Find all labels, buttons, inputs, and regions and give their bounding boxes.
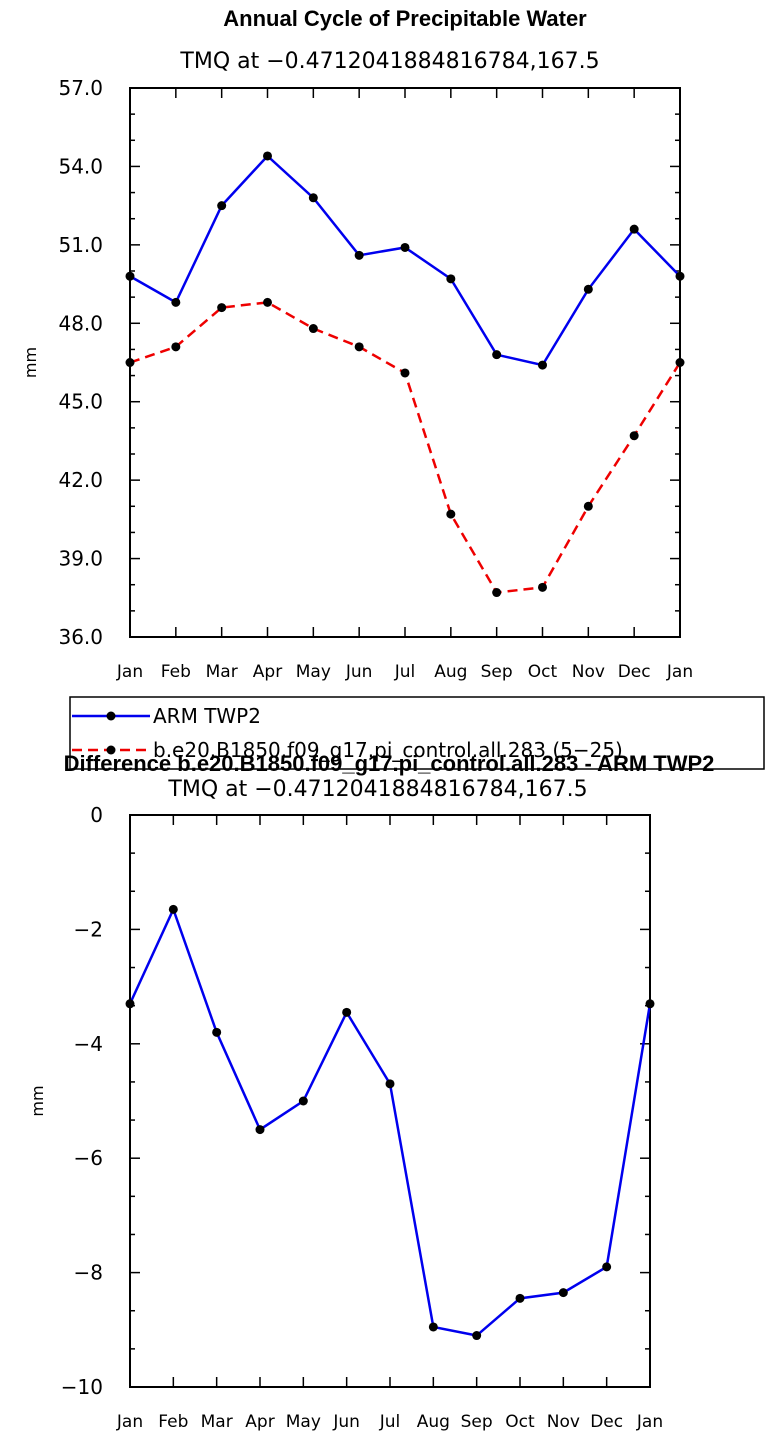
data-point xyxy=(342,1007,352,1017)
x-tick-label: Aug xyxy=(417,1412,450,1432)
x-tick-label: Apr xyxy=(245,1412,274,1432)
data-point xyxy=(446,274,456,284)
x-tick-label: Oct xyxy=(528,662,558,682)
x-tick-label: Apr xyxy=(253,662,282,682)
x-tick-label: Dec xyxy=(590,1412,623,1432)
x-tick-label: Sep xyxy=(461,1412,493,1432)
data-point xyxy=(400,242,410,252)
y-tick-label: 39.0 xyxy=(58,547,103,571)
y-tick-label: 51.0 xyxy=(58,233,103,257)
data-point xyxy=(125,271,135,281)
legend: ARM TWP2 b.e20.B1850.f09_g17.pi_control.a… xyxy=(69,696,765,770)
x-tick-label: Feb xyxy=(161,662,191,682)
data-point xyxy=(168,904,178,914)
data-point xyxy=(428,1322,438,1332)
y-tick-label: −4 xyxy=(74,1032,103,1056)
chart-2: Difference b.e20.B1850.f09_g17.pi_contro… xyxy=(28,751,714,1432)
data-point xyxy=(308,193,318,203)
chart-title: Difference b.e20.B1850.f09_g17.pi_contro… xyxy=(64,751,715,776)
data-point xyxy=(629,224,639,234)
series-line-1 xyxy=(128,906,652,1337)
data-point xyxy=(538,582,547,592)
y-tick-label: 36.0 xyxy=(58,625,103,649)
x-tick-label: Aug xyxy=(434,662,467,682)
data-point xyxy=(492,588,502,598)
data-point xyxy=(125,358,135,367)
series-line-2 xyxy=(129,301,682,594)
plot-frame xyxy=(129,87,681,638)
y-axis-label: mm xyxy=(21,347,40,378)
x-tick-label: Jan xyxy=(666,662,693,682)
data-point xyxy=(446,509,456,519)
x-tick-label: Jan xyxy=(116,1412,143,1432)
y-tick-label: 54.0 xyxy=(58,154,103,178)
legend-box xyxy=(69,696,765,770)
data-point xyxy=(583,501,593,511)
data-point xyxy=(558,1288,568,1298)
x-tick-label: Nov xyxy=(572,662,605,682)
x-tick-label: Jan xyxy=(636,1412,663,1432)
plot-frame xyxy=(129,814,651,1388)
data-point xyxy=(675,358,685,367)
data-point xyxy=(675,271,685,281)
y-tick-label: 45.0 xyxy=(58,390,103,414)
y-tick-label: 57.0 xyxy=(58,76,103,100)
x-tick-label: Sep xyxy=(481,662,513,682)
legend-marker xyxy=(106,745,116,755)
data-point xyxy=(629,431,639,441)
y-axis-label: mm xyxy=(28,1085,47,1116)
data-point xyxy=(583,284,593,294)
x-tick-label: Nov xyxy=(547,1412,580,1432)
data-point xyxy=(385,1079,395,1089)
y-tick-label: −8 xyxy=(74,1261,103,1285)
x-tick-label: Dec xyxy=(618,662,651,682)
data-point xyxy=(308,324,318,334)
legend-marker xyxy=(106,711,116,721)
y-tick-label: 42.0 xyxy=(58,468,103,492)
data-point xyxy=(217,201,227,211)
data-point xyxy=(602,1262,612,1272)
x-tick-label: Feb xyxy=(158,1412,188,1432)
data-point xyxy=(263,151,272,161)
data-point xyxy=(298,1096,308,1106)
data-point xyxy=(538,360,547,370)
data-point xyxy=(125,999,135,1009)
chart-subtitle: TMQ at −0.4712041884816784,167.5 xyxy=(167,777,587,802)
x-tick-label: Mar xyxy=(206,662,238,682)
legend-label-1: ARM TWP2 xyxy=(153,704,261,728)
x-tick-label: Jul xyxy=(379,1412,401,1432)
x-tick-label: Jul xyxy=(394,662,416,682)
x-tick-label: May xyxy=(296,662,331,682)
chart-title: Annual Cycle of Precipitable Water xyxy=(223,6,587,31)
x-tick-label: Jun xyxy=(345,662,373,682)
y-tick-label: −6 xyxy=(74,1146,103,1170)
chart-1: Annual Cycle of Precipitable Water TMQ at… xyxy=(21,6,765,770)
data-point xyxy=(472,1331,482,1341)
y-tick-label: 0 xyxy=(90,803,103,827)
data-point xyxy=(354,250,364,260)
legend-label-2: b.e20.B1850.f09_g17.pi_control.all.283 (… xyxy=(153,738,623,762)
series-line-1 xyxy=(129,154,681,367)
data-point xyxy=(255,1125,265,1135)
data-point xyxy=(171,297,181,307)
y-tick-label: 48.0 xyxy=(58,311,103,335)
x-tick-label: Jan xyxy=(116,662,143,682)
chart-subtitle: TMQ at −0.4712041884816784,167.5 xyxy=(179,49,599,74)
data-point xyxy=(263,297,272,307)
data-point xyxy=(515,1293,525,1303)
x-tick-label: Oct xyxy=(505,1412,535,1432)
data-point xyxy=(645,999,655,1009)
data-point xyxy=(354,342,364,352)
y-tick-label: −10 xyxy=(61,1375,103,1399)
data-point xyxy=(217,303,227,313)
data-point xyxy=(171,342,181,352)
data-point xyxy=(492,350,502,360)
x-tick-label: Mar xyxy=(201,1412,233,1432)
x-tick-label: Jun xyxy=(332,1412,360,1432)
y-tick-label: −2 xyxy=(74,917,103,941)
data-point xyxy=(212,1027,222,1037)
data-point xyxy=(400,368,410,378)
x-tick-label: May xyxy=(286,1412,321,1432)
